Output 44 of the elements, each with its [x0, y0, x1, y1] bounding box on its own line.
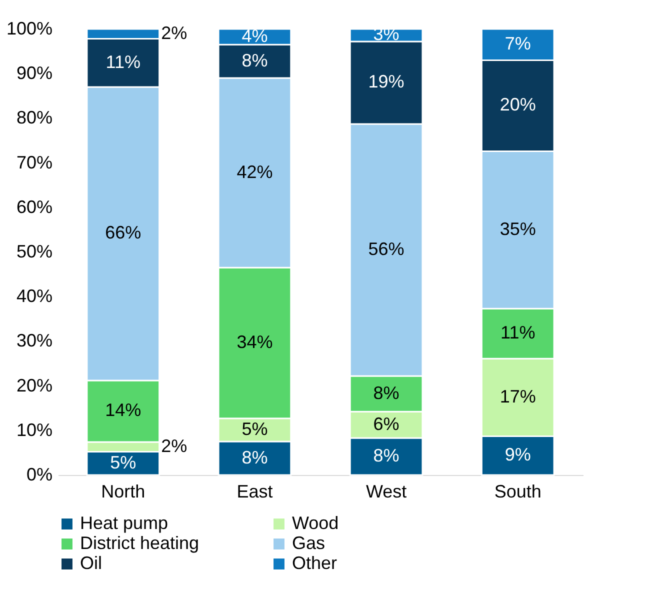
- data-label: 9%: [504, 444, 531, 465]
- data-label: 5%: [110, 452, 136, 472]
- y-tick-label: 100%: [6, 18, 52, 38]
- data-label: 8%: [373, 382, 400, 403]
- legend-label: Wood: [292, 513, 339, 533]
- data-label: 34%: [236, 332, 273, 352]
- x-tick-label: North: [101, 482, 146, 502]
- data-label: 2%: [161, 436, 188, 456]
- data-label: 8%: [242, 447, 268, 468]
- y-tick-label: 50%: [16, 242, 52, 262]
- legend-label: District heating: [80, 533, 200, 553]
- y-tick-label: 90%: [16, 63, 52, 84]
- data-label: 35%: [500, 218, 536, 239]
- data-label: 4%: [242, 26, 268, 46]
- y-tick-label: 60%: [16, 196, 52, 217]
- legend-label: Oil: [80, 553, 102, 573]
- y-tick-label: 0%: [26, 464, 52, 484]
- data-label: 2%: [161, 22, 188, 43]
- data-label: 56%: [368, 238, 404, 259]
- x-tick-label: East: [236, 482, 273, 502]
- y-tick-label: 40%: [16, 286, 52, 306]
- y-tick-label: 10%: [16, 420, 52, 440]
- x-tick-label: West: [366, 482, 407, 502]
- data-label: 7%: [504, 34, 531, 54]
- data-label: 66%: [105, 222, 142, 243]
- y-tick-label: 20%: [16, 375, 52, 396]
- data-label: 14%: [105, 400, 142, 420]
- x-tick-label: South: [494, 482, 542, 502]
- legend-label: Other: [292, 553, 338, 573]
- legend-label: Heat pump: [80, 513, 168, 533]
- data-label: 5%: [242, 418, 268, 439]
- data-label: 20%: [500, 94, 536, 115]
- legend-label: Gas: [292, 533, 326, 553]
- y-tick-label: 70%: [16, 152, 52, 172]
- data-label: 11%: [106, 52, 140, 72]
- data-label: 19%: [368, 72, 404, 92]
- data-label: 11%: [500, 322, 536, 343]
- data-label: 6%: [373, 414, 400, 434]
- data-label: 42%: [236, 162, 273, 182]
- data-label: 8%: [242, 50, 268, 70]
- y-tick-label: 80%: [16, 108, 52, 128]
- data-label: 17%: [500, 386, 536, 406]
- y-tick-label: 30%: [16, 330, 52, 351]
- data-label: 8%: [373, 445, 400, 466]
